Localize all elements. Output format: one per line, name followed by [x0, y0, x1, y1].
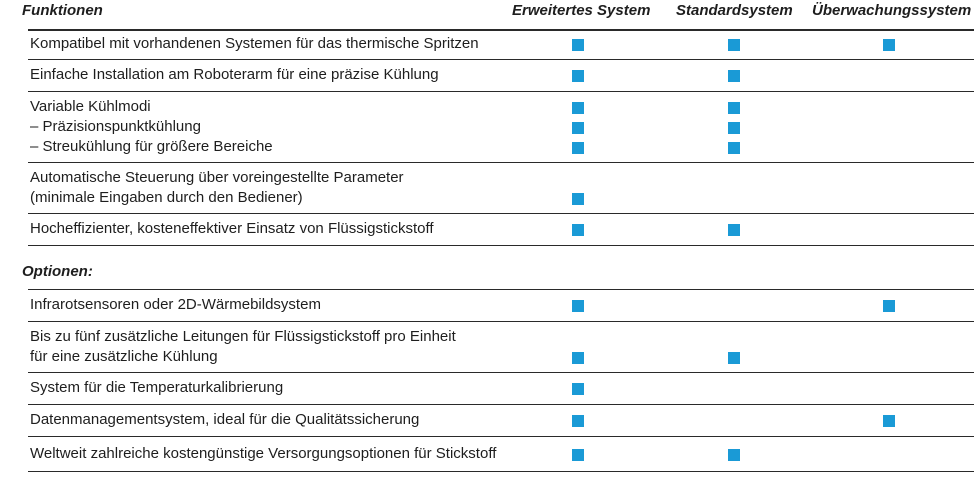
options-rule — [28, 289, 974, 290]
row-text: Infrarotsensoren oder 2D-Wärmebildsystem — [30, 296, 321, 313]
row-divider — [28, 213, 974, 214]
check-square-icon — [572, 415, 584, 427]
row-text: Variable Kühlmodi — [30, 98, 151, 115]
row-divider — [28, 321, 974, 322]
check-square-icon — [728, 39, 740, 51]
check-square-icon — [572, 102, 584, 114]
check-square-icon — [728, 449, 740, 461]
check-square-icon — [572, 193, 584, 205]
row-divider — [28, 245, 974, 246]
row-text: Hocheffizienter, kosteneffektiver Einsat… — [30, 220, 434, 237]
row-text: Datenmanagementsystem, ideal für die Qua… — [30, 411, 420, 428]
check-square-icon — [883, 39, 895, 51]
row-divider — [28, 162, 974, 163]
header-erweitertes-system: Erweitertes System — [512, 2, 651, 19]
row-divider — [28, 436, 974, 437]
header-standardsystem: Standardsystem — [676, 2, 793, 19]
check-square-icon — [728, 102, 740, 114]
row-text: Kompatibel mit vorhandenen Systemen für … — [30, 35, 479, 52]
row-text: – Präzisionspunktkühlung — [30, 118, 201, 135]
row-text: – Streukühlung für größere Bereiche — [30, 138, 273, 155]
check-square-icon — [883, 300, 895, 312]
check-square-icon — [572, 383, 584, 395]
check-square-icon — [572, 449, 584, 461]
check-square-icon — [572, 122, 584, 134]
row-text: für eine zusätzliche Kühlung — [30, 348, 218, 365]
row-divider — [28, 91, 974, 92]
check-square-icon — [883, 415, 895, 427]
row-divider — [28, 404, 974, 405]
options-heading: Optionen: — [22, 263, 93, 280]
row-divider — [28, 59, 974, 60]
check-square-icon — [572, 70, 584, 82]
check-square-icon — [728, 352, 740, 364]
row-text: System für die Temperaturkalibrierung — [30, 379, 284, 396]
check-square-icon — [728, 224, 740, 236]
check-square-icon — [572, 352, 584, 364]
check-square-icon — [728, 70, 740, 82]
check-square-icon — [572, 224, 584, 236]
row-divider — [28, 372, 974, 373]
header-features: Funktionen — [22, 2, 103, 19]
check-square-icon — [728, 142, 740, 154]
row-divider — [28, 471, 974, 472]
row-text: Einfache Installation am Roboterarm für … — [30, 66, 439, 83]
check-square-icon — [572, 300, 584, 312]
check-square-icon — [572, 39, 584, 51]
header-ueberwachungssystem: Überwachungssystem — [812, 2, 972, 19]
row-text: (minimale Eingaben durch den Bediener) — [30, 189, 303, 206]
row-text: Weltweit zahlreiche kostengünstige Verso… — [30, 445, 497, 462]
check-square-icon — [572, 142, 584, 154]
row-text: Automatische Steuerung über voreingestel… — [30, 169, 404, 186]
header-rule — [28, 29, 974, 31]
row-text: Bis zu fünf zusätzliche Leitungen für Fl… — [30, 328, 456, 345]
check-square-icon — [728, 122, 740, 134]
